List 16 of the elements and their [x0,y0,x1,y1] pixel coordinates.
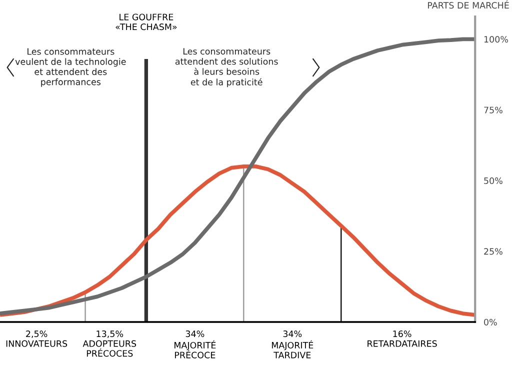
x-tick-label: 34% MAJORITÉ PRÉCOCE [174,330,216,358]
x-tick-label: 16% RETARDATAIRES [368,330,437,347]
y-tick-label: 100% [484,36,508,43]
y-tick-label: 50% [484,177,502,184]
y-tick-label: 25% [484,248,502,255]
y-tick-label: 75% [484,106,502,114]
y-tick-label: 0% [484,318,497,326]
annotation: Les consommateurs veulent de la technologie et attendent des performances [15,48,126,87]
annotation: Les consommateurs attendent des solutions à leurs besoins et de la praticité [175,48,278,88]
line-series [0,37,476,316]
x-tick-label: 13,5% ADOPTEURS PRÉCOCES [82,330,136,357]
x-tick-label: 34% MAJORITÉ TARDIVE [272,330,314,358]
x-tick-label: 2,5% INNOVATEURS [6,330,68,347]
y-axis-title: PARTS DE MARCHÉ [428,0,509,9]
bar [144,58,148,322]
annotation: LE GOUFFRE «THE CHASM» [116,14,177,30]
